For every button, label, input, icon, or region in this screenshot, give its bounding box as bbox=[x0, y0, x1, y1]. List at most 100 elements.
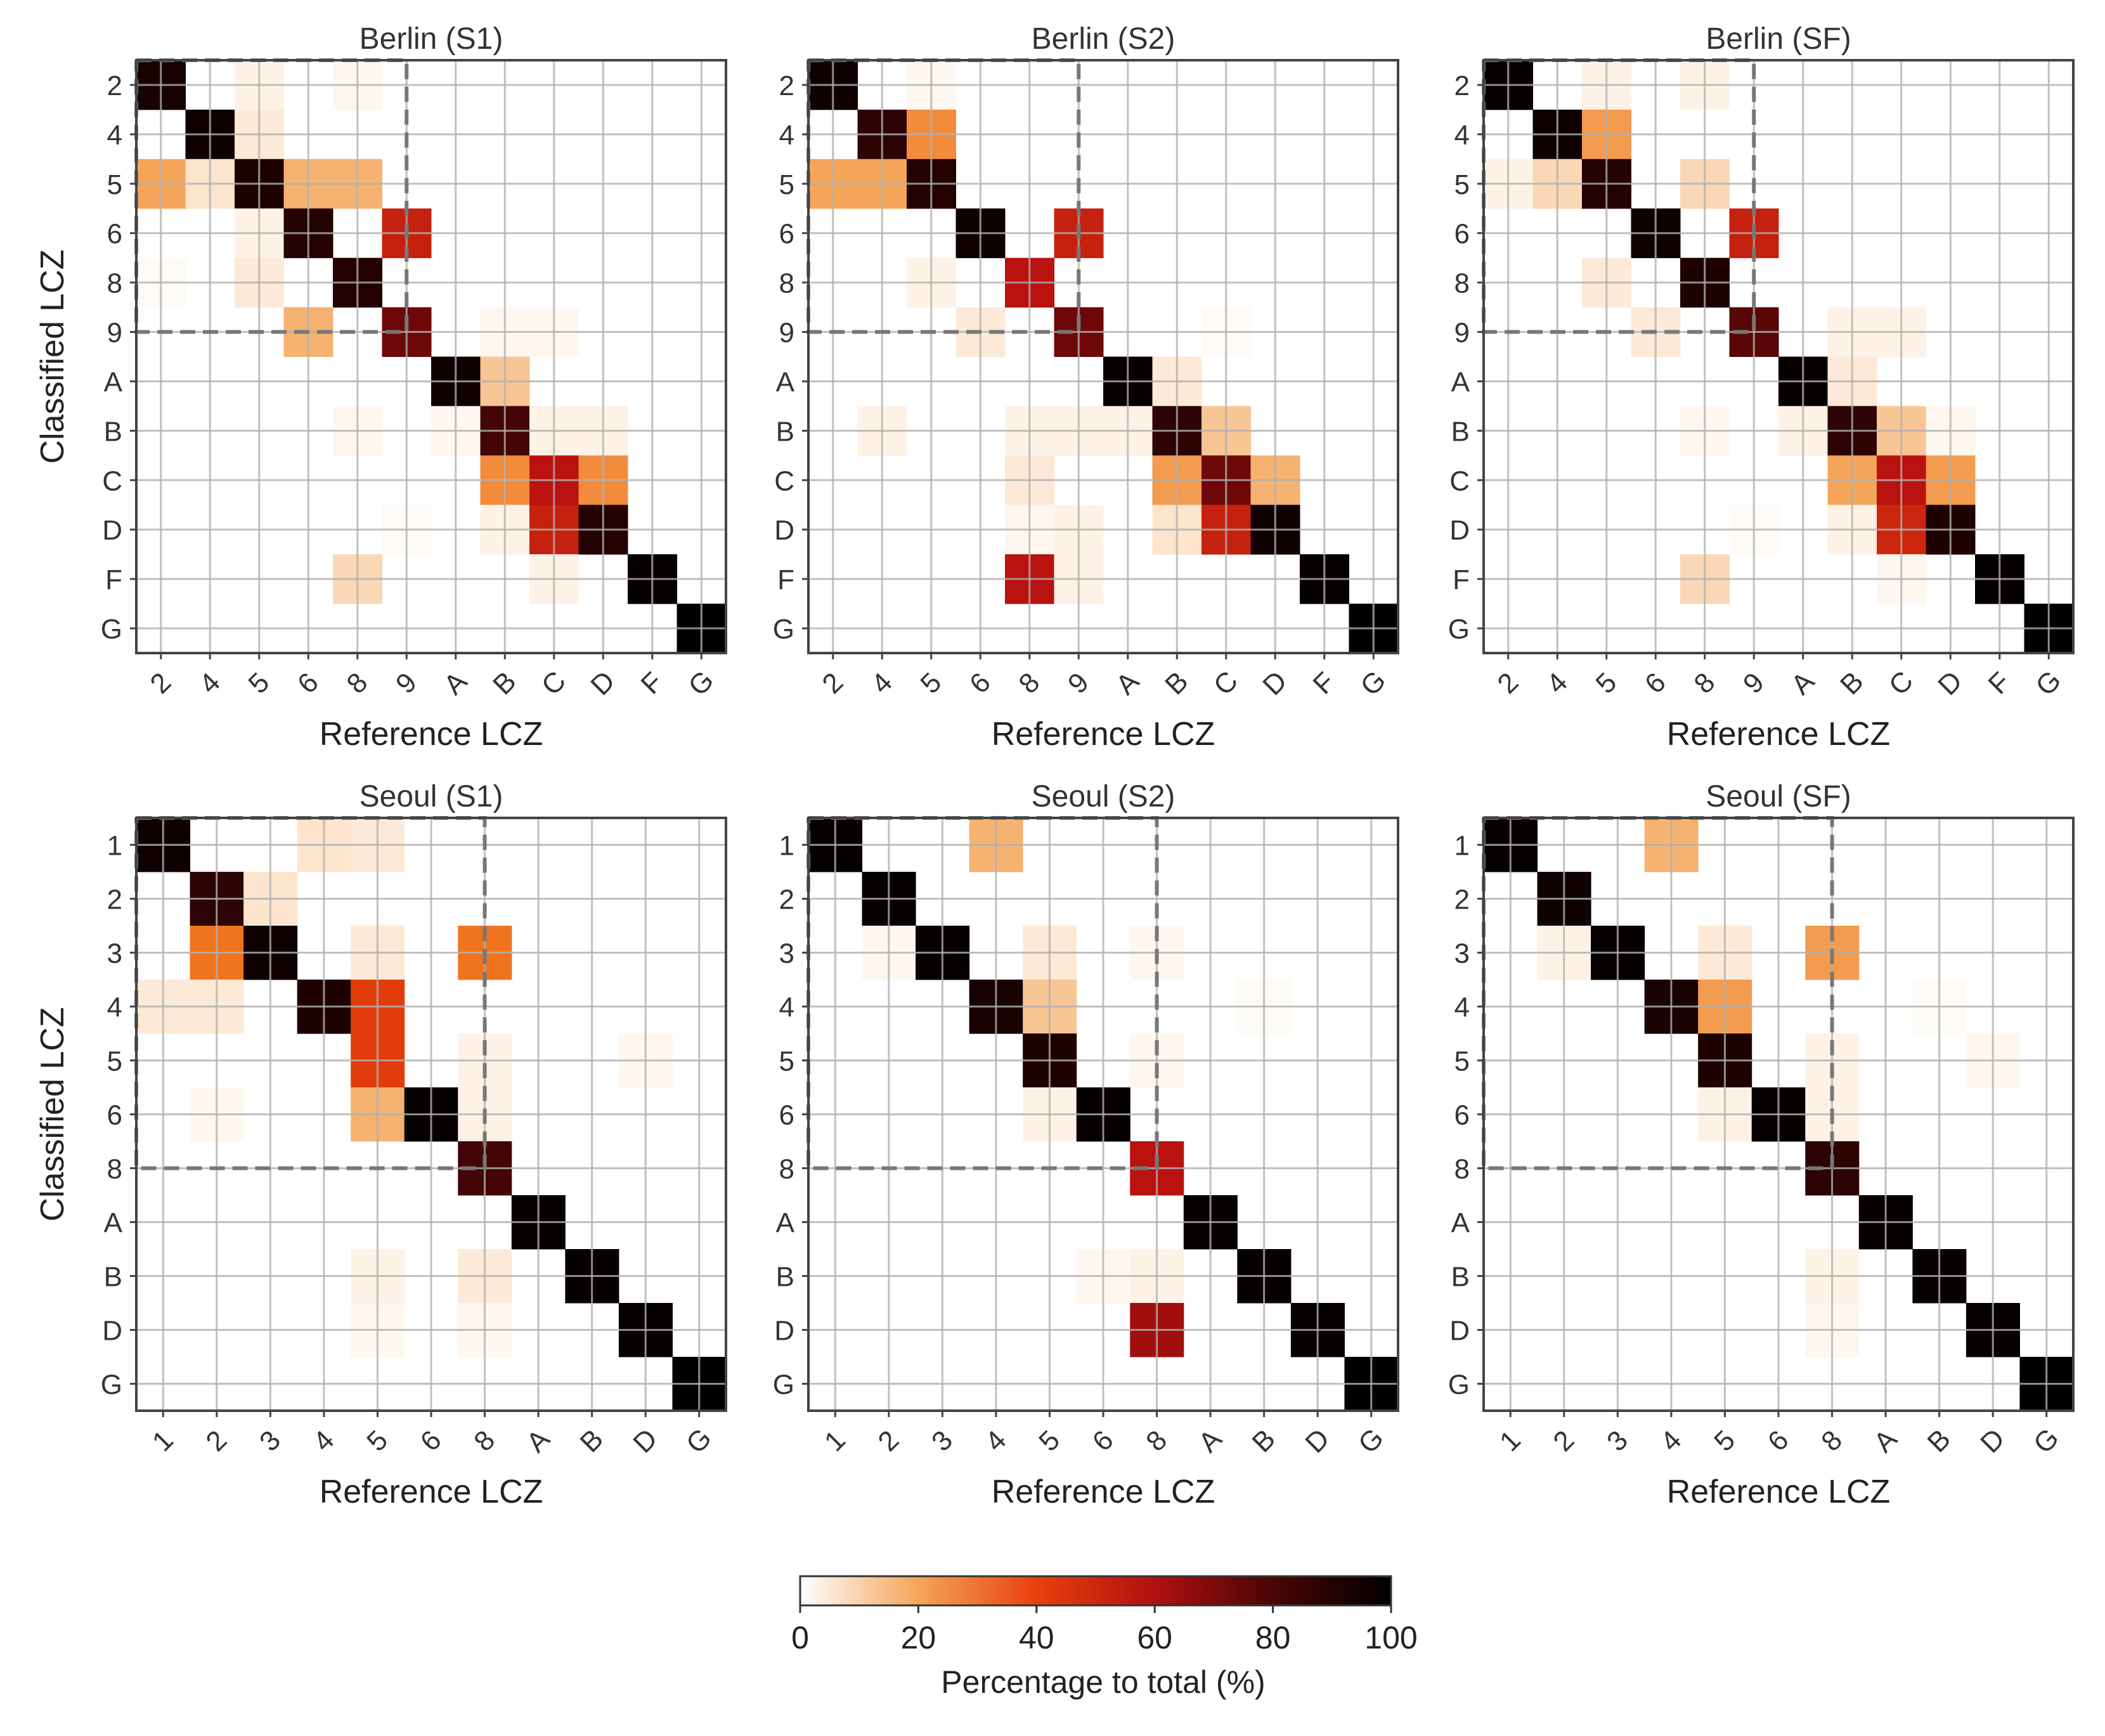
heatmap-panel: Berlin (S2)224455668899AABBCCDDFFGGRefer… bbox=[773, 22, 1399, 753]
y-tick-label: 3 bbox=[107, 938, 122, 969]
y-tick-label: D bbox=[1449, 515, 1470, 546]
y-tick-label: 6 bbox=[107, 1100, 122, 1131]
axes-frame bbox=[807, 59, 1399, 654]
y-tick-label: D bbox=[774, 1316, 794, 1347]
y-tick-label: A bbox=[1451, 1208, 1470, 1239]
axes-frame bbox=[135, 59, 727, 654]
y-tick-label: 4 bbox=[107, 992, 122, 1023]
y-tick-label: 5 bbox=[779, 169, 794, 200]
y-tick-label: 6 bbox=[107, 219, 122, 250]
y-tick-label: 4 bbox=[1454, 120, 1470, 151]
panel-title: Berlin (S2) bbox=[1032, 22, 1176, 56]
x-axis-label: Reference LCZ bbox=[1667, 1474, 1891, 1510]
y-tick-label: 6 bbox=[1454, 219, 1470, 250]
heatmap-panel: Berlin (S1)224455668899AABBCCDDFFGGRefer… bbox=[34, 22, 727, 753]
colorbar-tick-label: 40 bbox=[1019, 1620, 1054, 1655]
panel-title: Seoul (S2) bbox=[1032, 780, 1176, 813]
y-tick-label: 2 bbox=[1454, 70, 1470, 101]
y-tick-label: D bbox=[102, 1316, 122, 1347]
y-tick-label: A bbox=[104, 366, 123, 398]
y-tick-label: G bbox=[1448, 1370, 1470, 1401]
panel-title: Seoul (SF) bbox=[1706, 780, 1851, 813]
colorbar-tick-label: 80 bbox=[1255, 1620, 1291, 1655]
y-tick-label: 3 bbox=[1454, 938, 1470, 969]
y-tick-label: 8 bbox=[1454, 1154, 1470, 1185]
y-tick-label: G bbox=[773, 614, 794, 645]
colorbar-label: Percentage to total (%) bbox=[941, 1664, 1265, 1700]
y-tick-label: 6 bbox=[779, 1100, 794, 1131]
y-tick-label: A bbox=[104, 1208, 123, 1239]
y-tick-label: 8 bbox=[779, 1154, 794, 1185]
y-tick-label: C bbox=[774, 465, 794, 496]
y-tick-label: B bbox=[776, 416, 794, 447]
y-tick-label: 1 bbox=[1454, 831, 1470, 862]
y-tick-label: C bbox=[1449, 465, 1470, 496]
y-tick-label: D bbox=[102, 515, 122, 546]
y-tick-label: 3 bbox=[779, 938, 794, 969]
gridlines bbox=[808, 60, 1398, 653]
y-tick-label: F bbox=[105, 564, 122, 595]
y-tick-label: 1 bbox=[107, 831, 122, 862]
x-axis-label: Reference LCZ bbox=[320, 716, 543, 753]
panel-title: Berlin (SF) bbox=[1706, 22, 1851, 56]
colorbar: 0 20 40 60 80 100 Percentage to total (%) bbox=[791, 1575, 1418, 1700]
colorbar-tick-label: 20 bbox=[901, 1620, 936, 1655]
x-axis-label: Reference LCZ bbox=[320, 1474, 543, 1510]
y-tick-label: B bbox=[1451, 1262, 1470, 1293]
y-tick-label: G bbox=[773, 1370, 794, 1401]
y-tick-label: 5 bbox=[107, 1046, 122, 1077]
colorbar-ticks: 0 20 40 60 80 100 bbox=[791, 1605, 1418, 1655]
axes-frame bbox=[1482, 59, 2075, 654]
heatmap-panels: Berlin (S1)224455668899AABBCCDDFFGGRefer… bbox=[34, 22, 2075, 1510]
y-tick-label: 5 bbox=[107, 169, 122, 200]
panel-title: Berlin (S1) bbox=[359, 22, 503, 56]
colorbar-gradient bbox=[799, 1575, 1392, 1607]
y-tick-label: 8 bbox=[107, 1154, 122, 1185]
y-tick-label: 5 bbox=[779, 1046, 794, 1077]
x-axis-label: Reference LCZ bbox=[992, 716, 1215, 753]
y-tick-label: F bbox=[777, 564, 794, 595]
x-axis-label: Reference LCZ bbox=[1667, 716, 1891, 753]
y-tick-label: 4 bbox=[1454, 992, 1470, 1023]
y-tick-label: 6 bbox=[779, 219, 794, 250]
x-axis-label: Reference LCZ bbox=[992, 1474, 1215, 1510]
y-tick-label: 4 bbox=[779, 992, 794, 1023]
y-tick-label: G bbox=[101, 614, 122, 645]
y-tick-label: 9 bbox=[107, 318, 122, 349]
y-tick-label: A bbox=[776, 366, 795, 398]
y-tick-label: 2 bbox=[1454, 884, 1470, 916]
gridlines bbox=[136, 818, 726, 1411]
y-tick-label: 8 bbox=[779, 268, 794, 299]
y-tick-label: 6 bbox=[1454, 1100, 1470, 1131]
y-tick-label: B bbox=[1451, 416, 1470, 447]
panel-title: Seoul (S1) bbox=[359, 780, 503, 813]
y-tick-label: 5 bbox=[1454, 169, 1470, 200]
y-tick-label: G bbox=[101, 1370, 122, 1401]
colorbar-tick-label: 60 bbox=[1137, 1620, 1172, 1655]
y-tick-label: D bbox=[774, 515, 794, 546]
heatmap-panel: Seoul (S1)11223344556688AABBDDGGReferenc… bbox=[34, 780, 727, 1510]
heatmap-panel: Seoul (S2)11223344556688AABBDDGGReferenc… bbox=[773, 780, 1399, 1510]
colorbar-tick-label: 100 bbox=[1364, 1620, 1417, 1655]
y-tick-label: B bbox=[104, 1262, 122, 1293]
y-tick-label: 5 bbox=[1454, 1046, 1470, 1077]
colorbar-tick-label: 0 bbox=[791, 1620, 809, 1655]
gridlines bbox=[136, 60, 726, 653]
y-tick-label: B bbox=[104, 416, 122, 447]
heatmap-panel: Seoul (SF)11223344556688AABBDDGGReferenc… bbox=[1448, 780, 2075, 1510]
y-tick-label: D bbox=[1449, 1316, 1470, 1347]
y-tick-label: 1 bbox=[779, 831, 794, 862]
y-tick-label: 8 bbox=[1454, 268, 1470, 299]
y-tick-label: 9 bbox=[779, 318, 794, 349]
y-tick-label: 2 bbox=[779, 70, 794, 101]
y-tick-label: 2 bbox=[107, 884, 122, 916]
y-axis-label: Classified LCZ bbox=[34, 1007, 71, 1221]
y-tick-label: F bbox=[1453, 564, 1470, 595]
gridlines bbox=[808, 818, 1398, 1411]
y-tick-label: A bbox=[1451, 366, 1470, 398]
y-tick-label: 2 bbox=[107, 70, 122, 101]
y-tick-label: 4 bbox=[779, 120, 794, 151]
heatmap-panel: Berlin (SF)224455668899AABBCCDDFFGGRefer… bbox=[1448, 22, 2075, 753]
y-axis-label: Classified LCZ bbox=[34, 249, 71, 463]
